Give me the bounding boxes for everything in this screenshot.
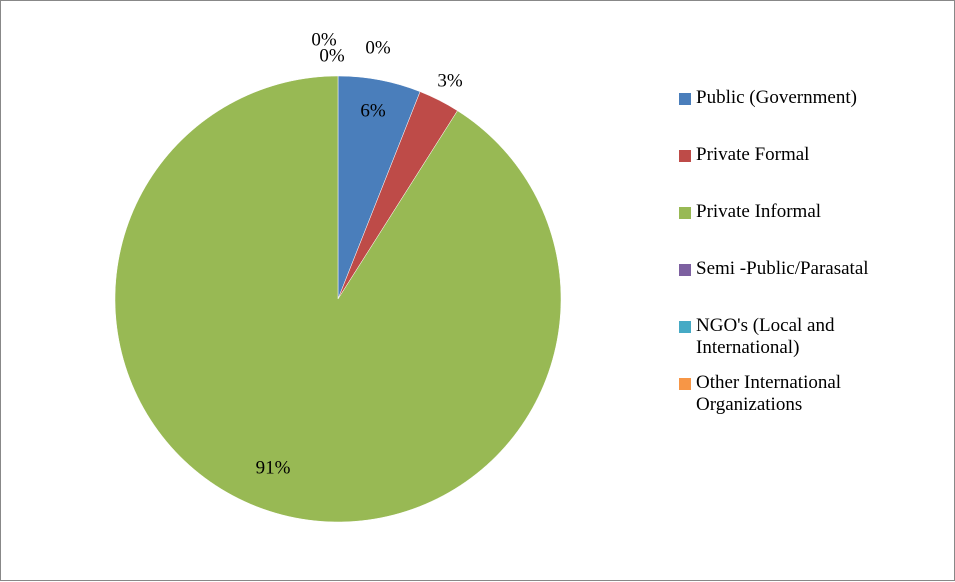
legend-item: Private Formal [679,144,939,201]
data-label: 0% [319,45,345,66]
legend-label: Private Informal [696,201,822,222]
legend-swatch [679,264,691,276]
legend-item: Semi -Public/Parasatal [679,258,939,315]
legend-swatch [679,150,691,162]
data-label: 0% [311,29,337,50]
legend-swatch [679,321,691,333]
legend-item: NGO's (Local and International) [679,315,939,372]
legend-label: Private Formal [696,144,810,165]
data-label: 6% [360,100,386,121]
legend-item: Other International Organizations [679,372,939,429]
data-label: 3% [437,70,463,91]
legend-swatch [679,93,691,105]
pie-slice [114,75,562,523]
legend-label: NGO's (Local and International) [696,315,835,358]
legend-label: Semi -Public/Parasatal [696,258,869,279]
legend-item: Private Informal [679,201,939,258]
legend-swatch [679,378,691,390]
data-label: 0% [365,37,391,58]
legend-label: Public (Government) [696,87,857,108]
legend-item: Public (Government) [679,87,939,144]
legend: Public (Government) Private Formal Private… [679,87,939,429]
legend-label: Other International Organizations [696,372,842,415]
legend-swatch [679,207,691,219]
data-label: 91% [256,457,291,478]
